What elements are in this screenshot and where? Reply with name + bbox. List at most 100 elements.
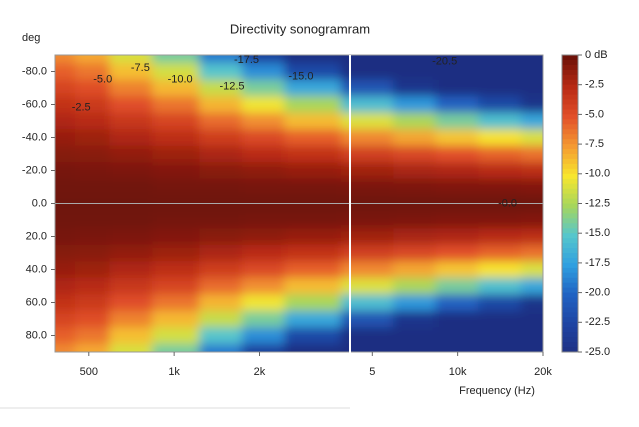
heat-cell [284,178,342,196]
colorbar-cell [562,317,578,323]
heat-cell [55,211,76,229]
heat-cell [109,96,153,114]
heat-cell [284,244,342,262]
heat-cell [393,228,437,246]
heat-cell [478,63,522,81]
heat-cell [241,79,285,97]
heat-cell [55,228,76,246]
heat-cell [55,129,76,147]
heat-cell [109,63,153,81]
y-tick-label: 20.0 [26,230,47,242]
colorbar-cell [562,188,578,195]
heat-cell [478,261,522,279]
heat-cell [478,228,522,246]
heat-cell [393,261,437,279]
heat-cell [340,261,394,279]
heat-cell [478,343,522,352]
heat-cell [75,112,111,130]
colorbar-cell [562,154,578,160]
x-tick-label: 1k [168,366,180,378]
heat-cell [478,112,522,130]
colorbar-cell [562,257,578,264]
heat-cell [55,294,76,312]
heat-cell [478,294,522,312]
colorbar-cell [562,59,578,66]
heat-cell [521,79,543,97]
heat-cell [109,162,153,180]
colorbar-cell [562,158,578,165]
heat-cell [435,63,479,81]
heat-cell [284,228,342,246]
heat-cell [521,63,543,81]
colorbar-cell [562,327,578,333]
y-axis-label: deg [22,32,40,44]
heat-cell [521,261,543,279]
heat-cell [109,327,153,345]
colorbar-cell [562,74,578,81]
heat-cell [284,79,342,97]
heat-cell [55,96,76,114]
heat-cell [241,343,285,352]
heat-cell [340,112,394,130]
colorbar-cell [562,248,578,254]
heat-cell [199,63,243,81]
heat-cell [340,310,394,328]
heat-cell [152,294,200,312]
heat-cell [109,178,153,196]
heat-cell [521,310,543,328]
contour-label: -20.5 [432,56,457,68]
heat-cell [109,294,153,312]
heat-cell [75,79,111,97]
colorbar-label: -2.5 [585,79,604,91]
colorbar-cell [562,253,578,259]
heat-cell [75,129,111,147]
colorbar-cell [562,322,578,328]
colorbar-cell [562,99,578,105]
heat-cell [435,145,479,163]
heat-cell [55,79,76,97]
colorbar-cell [562,173,578,180]
heat-cell [199,79,243,97]
heat-cell [241,129,285,147]
heat-cell [340,63,394,81]
x-axis-label: Frequency (Hz) [459,385,535,397]
heat-cell [152,79,200,97]
heat-cell [152,55,200,64]
x-tick-label: 10k [449,366,467,378]
colorbar-cell [562,243,578,249]
heat-cell [75,327,111,345]
heat-cell [393,277,437,295]
heat-cell [109,211,153,229]
heat-cell [478,310,522,328]
colorbar-label: 0 dB [585,49,608,61]
heat-cell [55,343,76,352]
heat-cell [284,211,342,229]
heat-cell [521,343,543,352]
x-tick-label: 500 [80,366,98,378]
heat-cell [55,162,76,180]
heat-cell [393,63,437,81]
heat-cell [393,55,437,64]
heat-cell [393,294,437,312]
heat-cell [521,96,543,114]
heat-cell [284,145,342,163]
heat-cell [340,96,394,114]
colorbar-cell [562,267,578,274]
heat-cell [521,294,543,312]
heat-cell [435,294,479,312]
heat-cell [152,228,200,246]
heat-cell [435,55,479,64]
heat-cell [241,96,285,114]
y-tick-label: 40.0 [26,263,47,275]
heat-cell [55,145,76,163]
heat-cell [241,310,285,328]
heat-cell [241,294,285,312]
heat-cell [284,63,342,81]
colorbar-cell [562,213,578,219]
colorbar-cell [562,119,578,125]
heat-cell [109,55,153,64]
y-tick-label: -80.0 [22,65,47,77]
chart-title: Directivity sonogramram [230,21,370,36]
heat-cell [199,112,243,130]
